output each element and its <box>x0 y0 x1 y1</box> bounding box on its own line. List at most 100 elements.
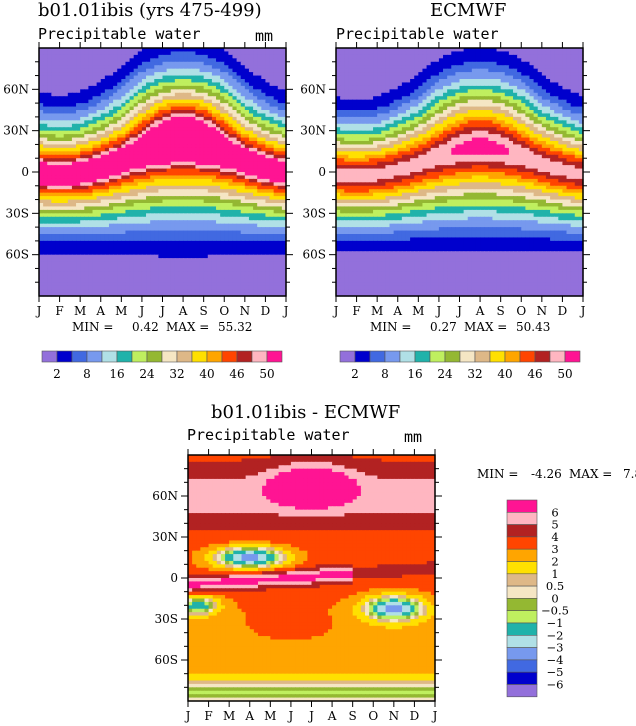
contour-cell <box>228 216 234 221</box>
contour-cell <box>39 54 44 59</box>
contour-cell <box>80 182 85 187</box>
contour-cell <box>55 154 61 159</box>
contour-cell <box>71 230 77 235</box>
contour-cell <box>265 223 271 228</box>
contour-cell <box>43 247 48 252</box>
contour-cell <box>248 154 254 159</box>
contour-cell <box>203 134 209 139</box>
contour-cell <box>96 220 102 225</box>
contour-cell <box>195 79 201 84</box>
contour-cell <box>92 158 98 163</box>
contour-cell <box>401 65 407 70</box>
contour-cell <box>170 178 176 183</box>
contour-cell <box>47 58 52 63</box>
contour-cell <box>348 51 354 56</box>
contour-cell <box>253 168 258 173</box>
contour-cell <box>199 261 205 266</box>
contour-cell <box>121 85 127 90</box>
contour-cell <box>187 123 192 128</box>
colorbar-swatch <box>41 350 58 363</box>
contour-cell <box>504 72 510 77</box>
contour-cell <box>187 113 192 118</box>
contour-cell <box>158 92 164 97</box>
contour-cell <box>261 234 267 239</box>
contour-cell <box>236 282 242 287</box>
contour-cell <box>43 292 48 297</box>
contour-cell <box>232 261 238 266</box>
contour-cell <box>166 113 172 118</box>
contour-cell <box>63 137 69 142</box>
contour-cell <box>244 247 250 252</box>
contour-cell <box>232 268 238 273</box>
contour-cell <box>216 127 221 132</box>
contour-cell <box>51 141 57 146</box>
contour-cell <box>211 178 217 183</box>
contour-cell <box>554 48 559 53</box>
contour-cell <box>257 247 262 252</box>
contour-cell <box>59 116 65 121</box>
contour-cell <box>170 292 176 297</box>
contour-cell <box>154 182 159 187</box>
contour-cell <box>47 282 52 287</box>
contour-cell <box>360 68 366 73</box>
contour-cell <box>133 147 139 152</box>
contour-cell <box>47 48 52 53</box>
contour-cell <box>51 192 57 197</box>
contour-cell <box>104 68 110 73</box>
contour-cell <box>170 258 176 263</box>
contour-cell <box>154 223 159 228</box>
contour-cell <box>133 192 139 197</box>
contour-cell <box>484 65 489 70</box>
contour-cell <box>422 68 428 73</box>
contour-cell <box>207 227 213 232</box>
contour-cell <box>71 268 77 273</box>
contour-cell <box>178 116 184 121</box>
contour-cell <box>158 58 164 63</box>
contour-cell <box>199 237 205 242</box>
contour-cell <box>356 48 362 53</box>
contour-cell <box>232 271 238 276</box>
contour-cell <box>484 72 489 77</box>
contour-cell <box>356 68 362 73</box>
contour-cell <box>178 261 184 266</box>
contour-cell <box>393 75 399 80</box>
contour-cell <box>244 265 250 270</box>
contour-cell <box>281 165 287 170</box>
contour-cell <box>47 172 52 177</box>
contour-cell <box>141 237 147 242</box>
contour-cell <box>537 51 543 56</box>
contour-cell <box>240 182 246 187</box>
contour-cell <box>150 127 155 132</box>
contour-cell <box>129 292 135 297</box>
contour-cell <box>273 247 279 252</box>
contour-cell <box>244 237 250 242</box>
contour-cell <box>117 141 122 146</box>
contour-cell <box>113 116 118 121</box>
contour-cell <box>232 178 238 183</box>
contour-cell <box>125 99 131 104</box>
contour-cell <box>248 247 254 252</box>
contour-cell <box>224 175 229 180</box>
contour-cell <box>170 216 176 221</box>
contour-cell <box>150 158 155 163</box>
contour-cell <box>55 161 61 166</box>
contour-cell <box>39 258 44 263</box>
contour-cell <box>84 289 89 294</box>
contour-cell <box>63 285 69 290</box>
contour-cell <box>47 154 52 159</box>
contour-cell <box>224 178 229 183</box>
contour-cell <box>141 72 147 77</box>
contour-cell <box>71 220 77 225</box>
contour-cell <box>373 54 378 59</box>
contour-cell <box>550 68 555 73</box>
contour-cell <box>228 282 234 287</box>
contour-cell <box>265 144 271 149</box>
contour-cell <box>228 203 234 208</box>
contour-cell <box>71 58 77 63</box>
contour-cell <box>137 268 143 273</box>
contour-cell <box>570 75 576 80</box>
contour-cell <box>191 168 197 173</box>
contour-cell <box>67 203 73 208</box>
contour-cell <box>261 144 267 149</box>
contour-cell <box>273 220 279 225</box>
